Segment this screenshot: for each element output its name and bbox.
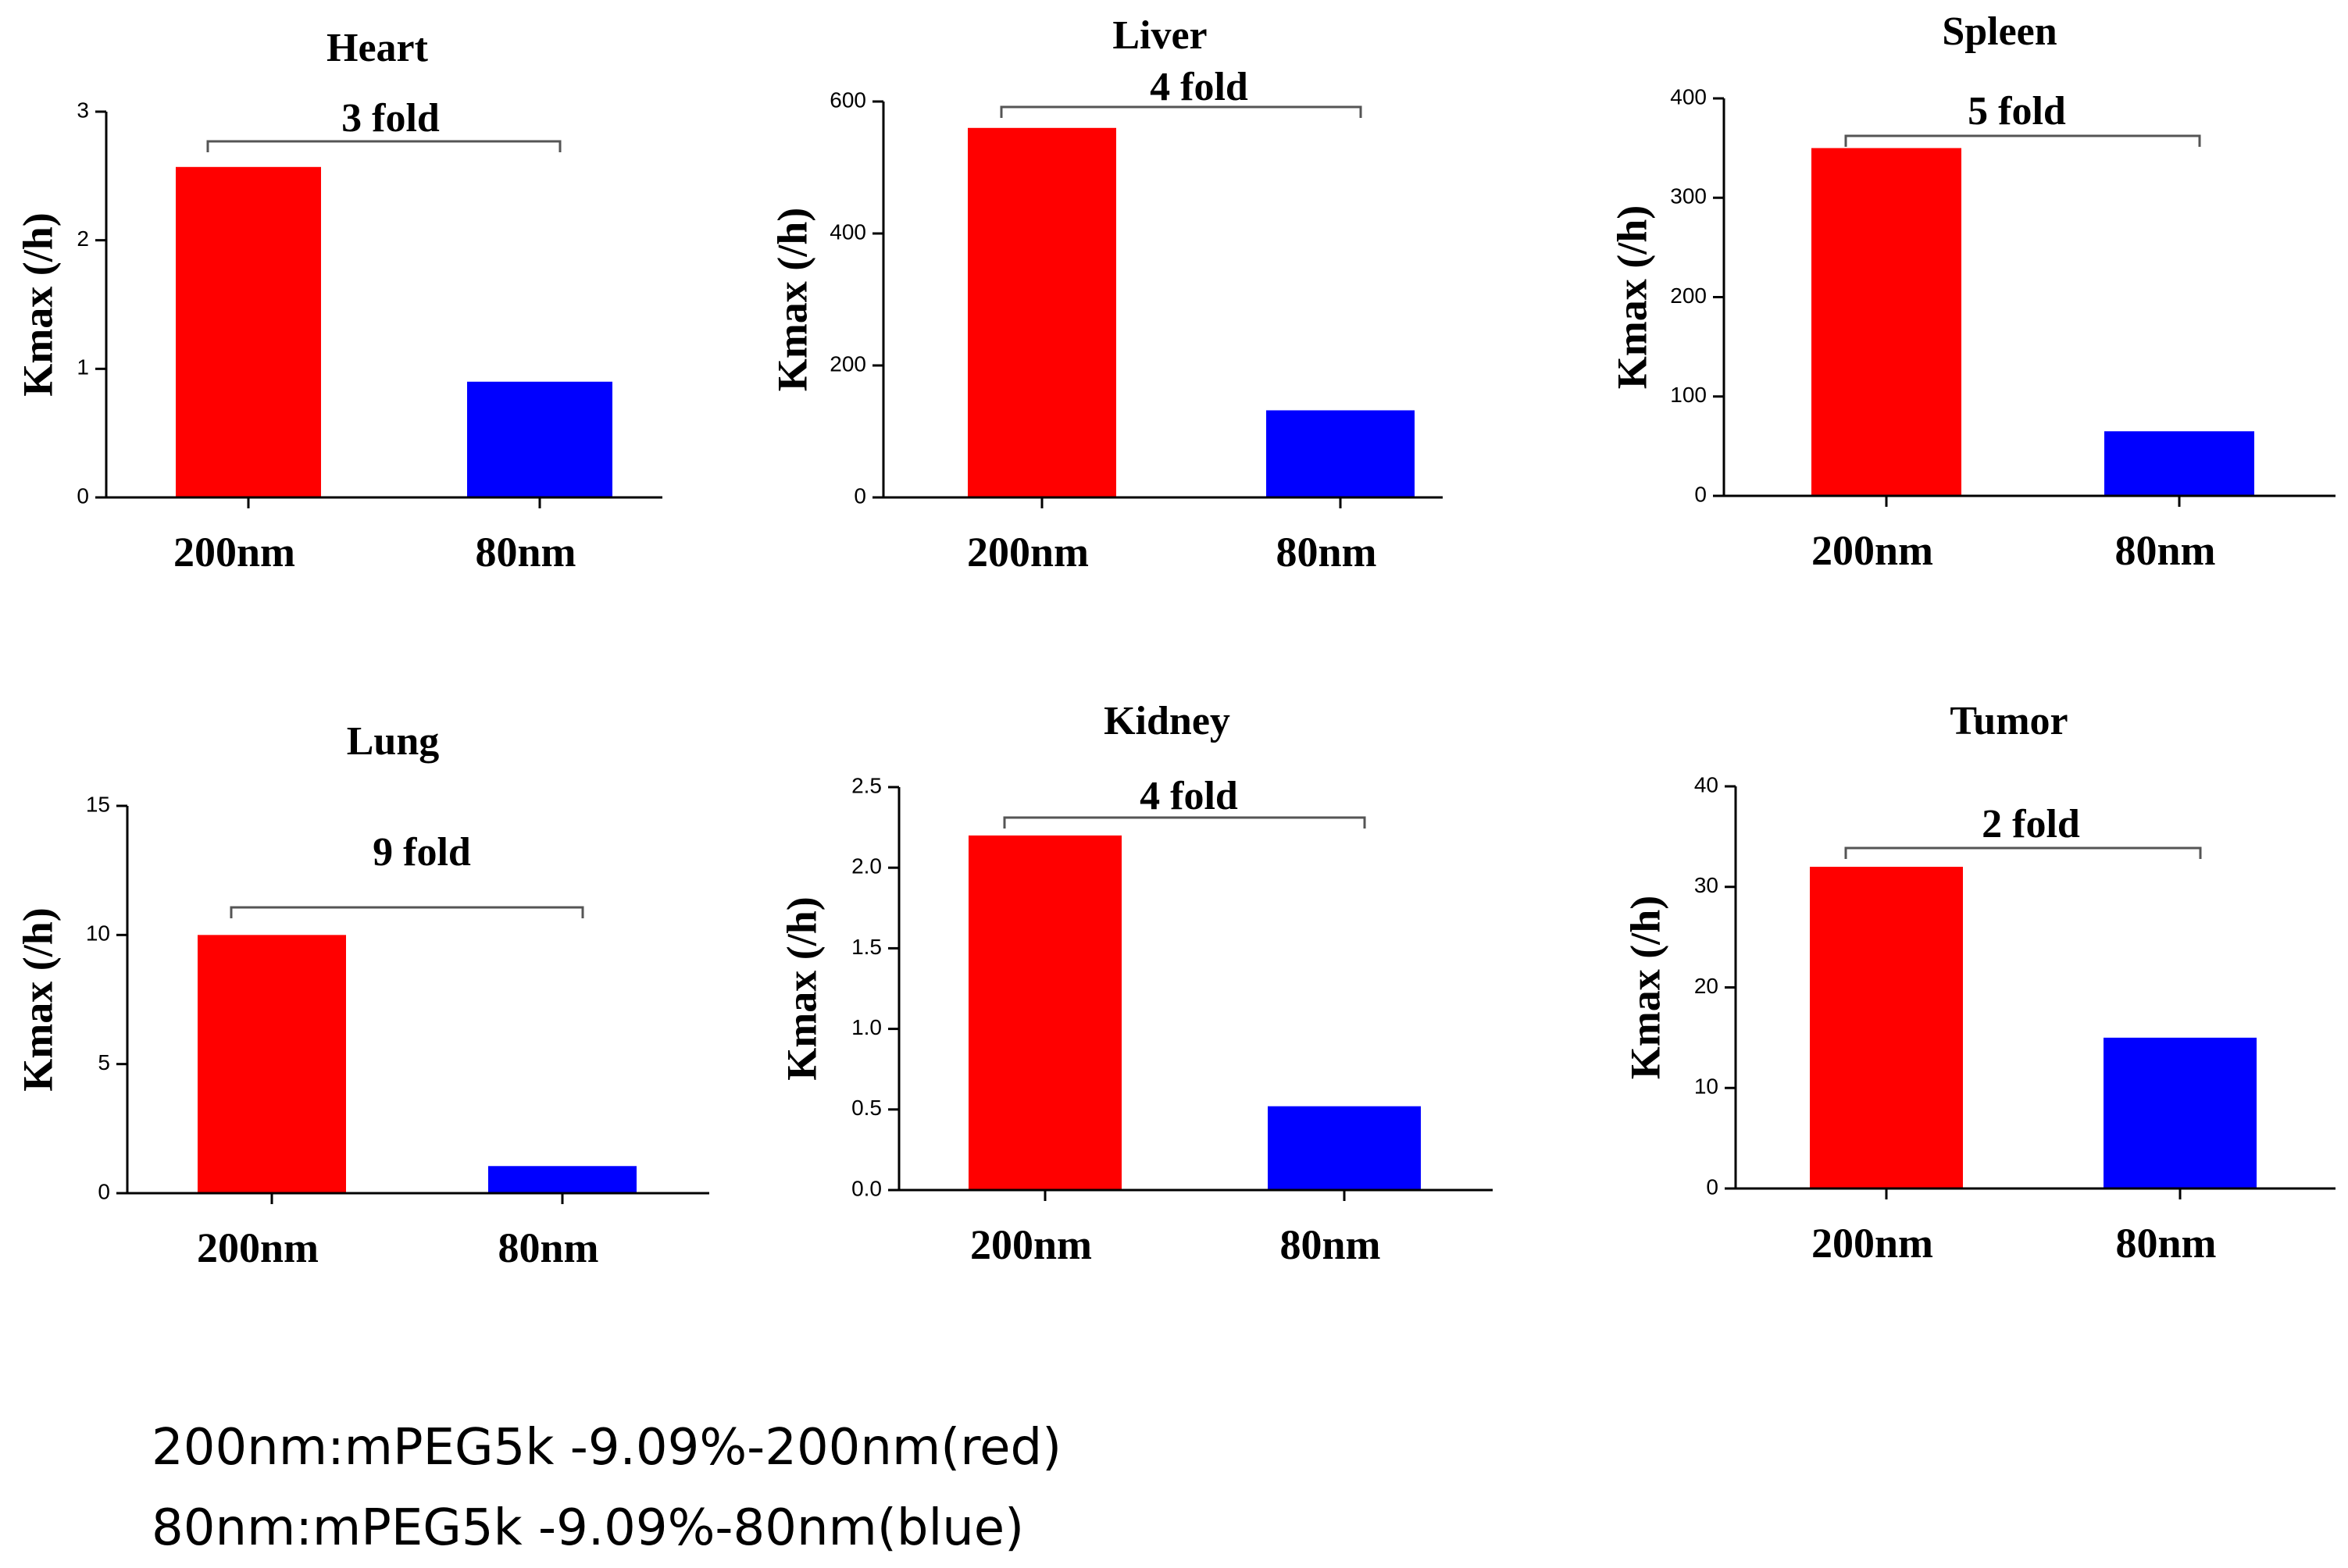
y-tick-label: 2.0	[851, 854, 882, 878]
y-axis-label: Kmax (/h)	[1622, 896, 1668, 1080]
y-tick-label: 0	[98, 1179, 110, 1203]
y-tick-label: 5	[98, 1050, 110, 1074]
y-tick-label: 2.5	[851, 773, 882, 797]
y-tick-label: 100	[1670, 383, 1707, 407]
x-category-label: 80nm	[2114, 527, 2215, 574]
bar-200nm	[1810, 867, 1963, 1188]
significance-bracket	[1003, 816, 1366, 829]
fold-annotation: 4 fold	[1140, 774, 1238, 818]
x-category-label: 200nm	[197, 1224, 319, 1271]
chart-lung: Lung Kmax (/h) 0 5 10 15 200nm 80nm 9 fold	[14, 719, 709, 1271]
y-tick-label: 30	[1694, 873, 1718, 897]
significance-bracket	[1844, 134, 2201, 147]
y-tick-label: 15	[86, 792, 110, 816]
y-axis-label: Kmax (/h)	[14, 212, 61, 397]
y-tick-label: 40	[1694, 772, 1718, 796]
chart-spleen: Spleen Kmax (/h) 0 100 200 300 400 200nm 80nm 5 f…	[1608, 9, 2336, 574]
y-tick-label: 0	[854, 483, 866, 508]
x-category-label: 80nm	[1276, 529, 1376, 576]
x-category-label: 200nm	[970, 1221, 1092, 1268]
y-tick-label: 200	[830, 351, 866, 376]
y-tick-label: 10	[86, 921, 110, 946]
bar-80nm	[1266, 410, 1415, 497]
y-tick-label: 0.0	[851, 1176, 882, 1200]
fold-annotation: 5 fold	[1968, 89, 2066, 134]
y-tick-label: 0	[1694, 482, 1707, 506]
chart-title: Liver	[1112, 13, 1207, 58]
y-axis-label: Kmax (/h)	[14, 907, 61, 1092]
x-category-label: 200nm	[173, 529, 295, 576]
x-category-label: 200nm	[1811, 527, 1933, 574]
x-category-label: 200nm	[1811, 1220, 1933, 1267]
bar-80nm	[2104, 431, 2254, 496]
y-axis-label: Kmax (/h)	[778, 896, 825, 1081]
bar-80nm	[467, 381, 612, 497]
bar-200nm	[1811, 148, 1961, 496]
y-tick-label: 10	[1694, 1074, 1718, 1099]
significance-bracket	[1844, 846, 2202, 859]
x-category-label: 80nm	[475, 529, 576, 576]
bar-200nm	[968, 127, 1116, 498]
fold-annotation: 2 fold	[1982, 802, 2080, 846]
y-tick-label: 400	[830, 219, 866, 244]
fold-annotation: 4 fold	[1150, 65, 1248, 109]
legend: 200nm:mPEG5k -9.09%-200nm(red) 80nm:mPEG5…	[152, 1419, 1062, 1557]
y-tick-label: 2	[77, 226, 89, 251]
y-tick-label: 600	[830, 87, 866, 112]
y-axis-label: Kmax (/h)	[1608, 205, 1655, 390]
fold-annotation: 3 fold	[341, 96, 440, 141]
chart-title: Kidney	[1104, 699, 1230, 743]
chart-title: Spleen	[1942, 9, 2057, 54]
legend-line-red: 200nm:mPEG5k -9.09%-200nm(red)	[152, 1419, 1062, 1477]
chart-heart: Heart Kmax (/h) 0 1 2 3 200nm 80nm 3 fold	[14, 26, 662, 576]
y-tick-label: 20	[1694, 974, 1718, 998]
y-axis-label: Kmax (/h)	[769, 208, 815, 392]
y-tick-label: 0	[77, 483, 89, 508]
significance-bracket	[1000, 105, 1362, 118]
y-tick-label: 1.0	[851, 1015, 882, 1039]
chart-tumor: Tumor Kmax (/h) 0 10 20 30 40 200nm 80nm 2 fold	[1622, 699, 2336, 1267]
x-category-label: 80nm	[2115, 1220, 2216, 1267]
chart-title: Tumor	[1950, 699, 2068, 743]
chart-kidney: Kidney Kmax (/h) 0.0 0.5 1.0 1.5 2.0 2.5 200nm 80…	[778, 699, 1493, 1268]
bar-200nm	[969, 835, 1122, 1190]
y-tick-label: 3	[77, 98, 89, 122]
y-tick-label: 0	[1706, 1174, 1718, 1199]
fold-annotation: 9 fold	[373, 830, 471, 875]
chart-title: Heart	[327, 26, 429, 70]
bar-80nm	[488, 1166, 637, 1193]
y-tick-label: 0.5	[851, 1096, 882, 1120]
y-tick-label: 200	[1670, 283, 1707, 308]
bar-80nm	[1268, 1106, 1421, 1190]
chart-title: Lung	[347, 719, 440, 764]
x-category-label: 200nm	[967, 529, 1089, 576]
y-tick-label: 400	[1670, 84, 1707, 109]
y-tick-label: 1	[77, 355, 89, 380]
bar-200nm	[198, 935, 346, 1193]
legend-line-blue: 80nm:mPEG5k -9.09%-80nm(blue)	[152, 1499, 1024, 1557]
significance-bracket	[206, 140, 562, 152]
bar-80nm	[2104, 1037, 2257, 1188]
x-category-label: 80nm	[1279, 1221, 1380, 1268]
y-tick-label: 1.5	[851, 935, 882, 959]
significance-bracket	[230, 906, 584, 918]
bar-200nm	[176, 166, 321, 497]
x-category-label: 80nm	[498, 1224, 598, 1271]
chart-liver: Liver Kmax (/h) 0 200 400 600 200nm 80nm 4 fold	[769, 13, 1443, 576]
y-tick-label: 300	[1670, 184, 1707, 208]
